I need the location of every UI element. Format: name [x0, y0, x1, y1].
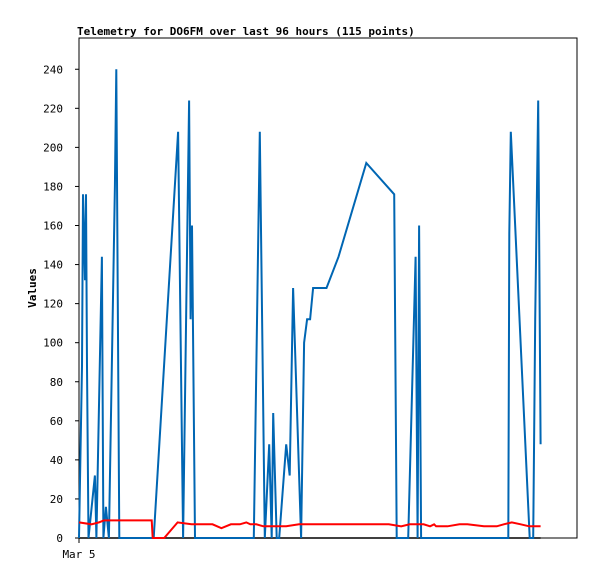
y-tick-label: 180: [43, 180, 63, 193]
y-axis: 0 20 40 60 80 100 120 140 160 180 200 220 240: [43, 63, 79, 545]
y-tick-label: 220: [43, 102, 63, 115]
y-tick-label: 160: [43, 220, 63, 233]
y-tick-label: 20: [50, 493, 63, 506]
chart-title: Telemetry for DO6FM over last 96 hours (…: [77, 25, 415, 38]
x-tick-label: Mar 5: [62, 548, 95, 561]
y-tick-label: 60: [50, 415, 63, 428]
y-tick-label: 80: [50, 376, 63, 389]
plot-area: [78, 37, 578, 539]
y-tick-label: 200: [43, 141, 63, 154]
y-axis-label: Values: [26, 268, 39, 308]
y-tick-label: 240: [43, 63, 63, 76]
y-tick-label: 0: [56, 532, 63, 545]
y-tick-label: 120: [43, 298, 63, 311]
series-line-1: [78, 519, 541, 539]
x-axis: Mar 5: [62, 538, 96, 561]
y-tick-label: 40: [50, 454, 63, 467]
y-tick-label: 100: [43, 337, 63, 350]
series-group: [78, 69, 542, 539]
series-line-0: [78, 69, 542, 539]
y-tick-label: 140: [43, 259, 63, 272]
